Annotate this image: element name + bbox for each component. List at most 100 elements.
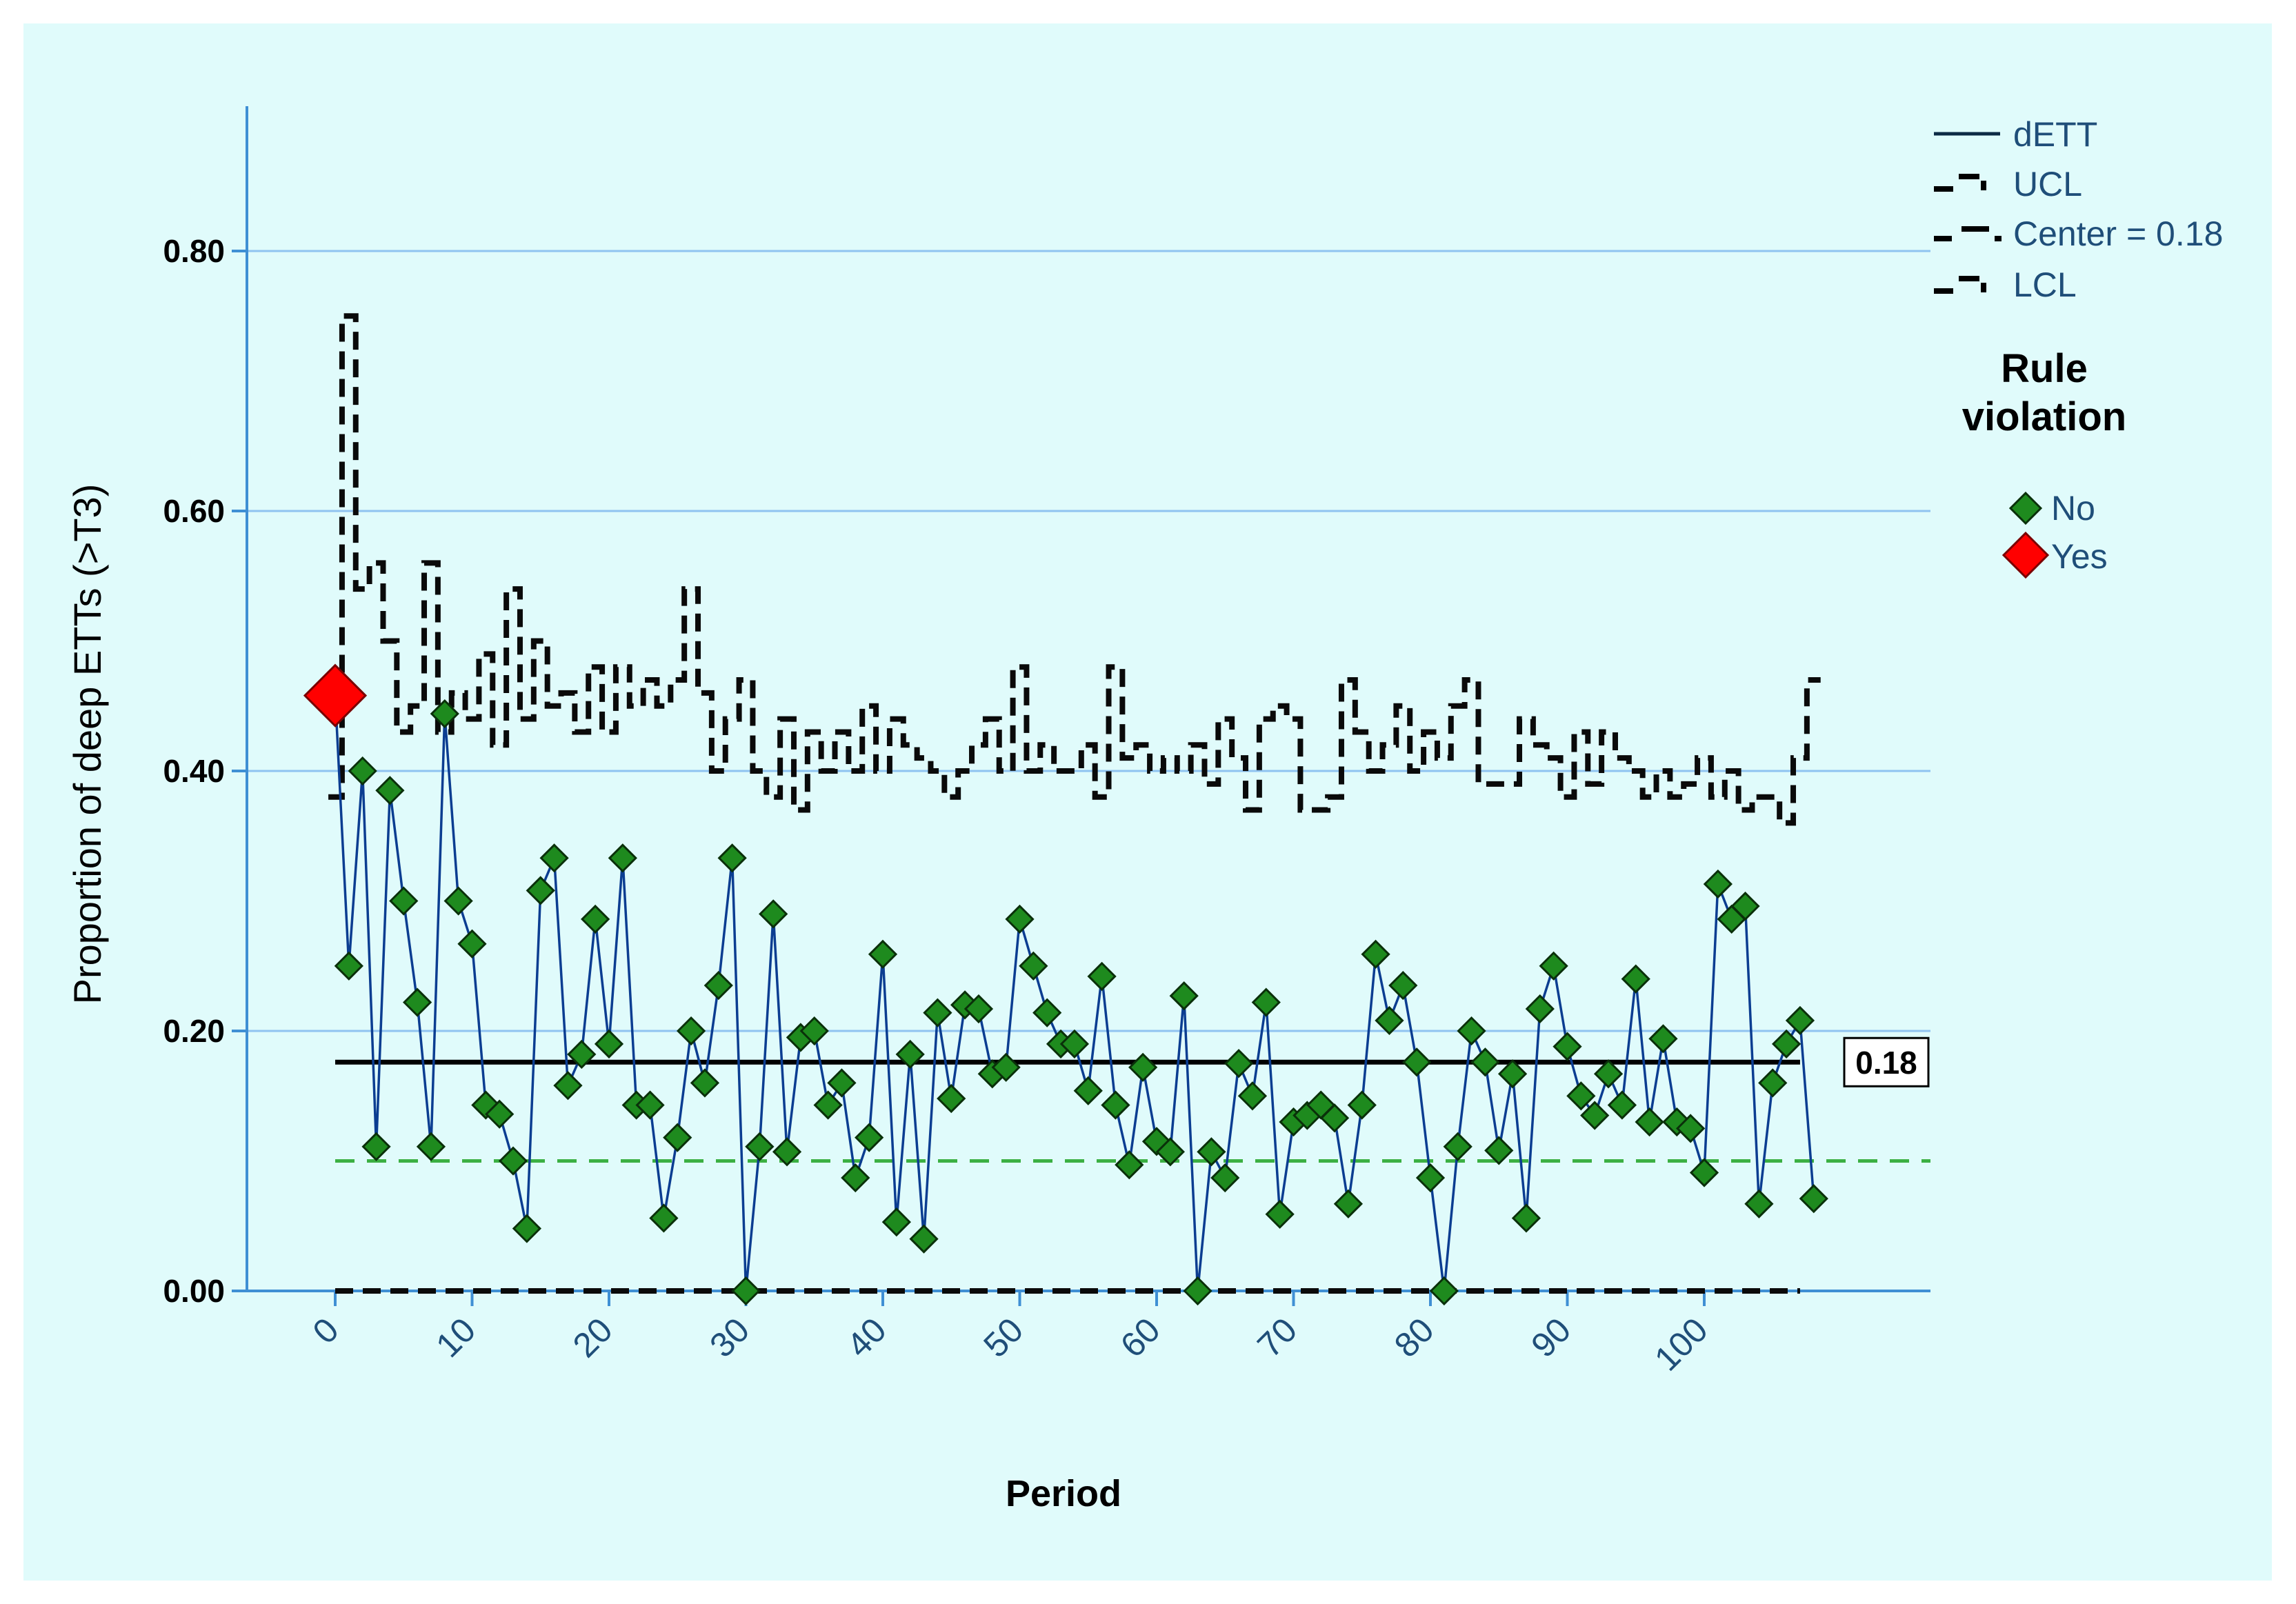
data-point-100 [1689, 1158, 1719, 1187]
data-point-42 [895, 1039, 925, 1070]
data-point-50 [1005, 904, 1035, 934]
data-point-74 [1333, 1189, 1364, 1219]
data-point-47 [964, 994, 994, 1024]
data-point-32 [759, 899, 788, 929]
data-point-12 [485, 1099, 515, 1129]
legend-ucl-label: UCL [2013, 165, 2082, 203]
data-point-6 [402, 988, 432, 1017]
data-point-4 [375, 776, 405, 805]
data-point-61 [1155, 1137, 1185, 1167]
legend-rule-title-line1: Rule [2001, 346, 2088, 391]
data-point-23 [635, 1090, 665, 1120]
data-point-21 [608, 843, 637, 873]
data-point-103 [1730, 891, 1760, 921]
x-tick-label-6: 60 [1113, 1310, 1168, 1365]
data-point-39 [855, 1123, 884, 1152]
data-point-16 [539, 843, 569, 873]
x-tick-labels: 0 10 20 30 40 50 60 70 80 90 100 [306, 1291, 1715, 1379]
ucl-line [328, 313, 1821, 826]
data-point-90 [1553, 1032, 1582, 1061]
data-point-87 [1511, 1203, 1541, 1233]
center-value-box [1843, 1036, 1930, 1087]
y-tick-label-3: 0.60 [163, 493, 225, 529]
legend-lcl-label: LCL [2013, 265, 2077, 304]
data-point-31 [745, 1132, 775, 1161]
data-point-43 [909, 1224, 939, 1254]
data-point-44 [923, 998, 952, 1027]
data-point-86 [1497, 1059, 1528, 1089]
y-tick-label-1: 0.20 [163, 1013, 225, 1049]
data-point-78 [1388, 970, 1418, 1001]
data-point-108 [1799, 1184, 1828, 1214]
data-point-7 [416, 1132, 446, 1161]
data-point-69 [1265, 1199, 1295, 1229]
data-point-36 [813, 1090, 843, 1120]
data-point-107 [1785, 1005, 1815, 1036]
center-value-text: 0.18 [1855, 1045, 1917, 1081]
data-point-45 [937, 1083, 966, 1114]
data-point-18 [567, 1039, 597, 1070]
legend-yes-text: Yes [2051, 537, 2108, 576]
legend-lcl-swatch [1934, 276, 1986, 294]
x-tick-label-10: 100 [1647, 1310, 1715, 1379]
x-tick-label-5: 50 [976, 1310, 1030, 1365]
data-point-59 [1128, 1052, 1158, 1082]
data-point-105 [1758, 1068, 1788, 1098]
data-point-81 [1429, 1276, 1459, 1306]
data-point-35 [799, 1016, 829, 1046]
x-axis-title: Period [1006, 1473, 1121, 1514]
data-point-1 [334, 951, 363, 981]
data-point-13 [498, 1146, 528, 1176]
data-point-56 [1087, 961, 1117, 991]
marker-layer [303, 663, 1828, 1306]
x-tick-label-7: 70 [1250, 1310, 1304, 1365]
data-point-94 [1607, 1090, 1637, 1120]
data-point-63 [1183, 1276, 1212, 1306]
data-point-58 [1115, 1150, 1144, 1180]
data-point-106 [1771, 1029, 1801, 1059]
data-point-30 [731, 1276, 761, 1306]
data-point-99 [1676, 1114, 1706, 1143]
data-point-62 [1169, 981, 1199, 1011]
legend-yes-marker [2001, 531, 2050, 579]
data-point-65 [1210, 1163, 1240, 1193]
data-point-5 [389, 886, 419, 916]
data-point-52 [1032, 998, 1062, 1027]
data-point-80 [1415, 1163, 1446, 1193]
data-point-54 [1059, 1029, 1090, 1059]
gridlines [232, 250, 1930, 1292]
data-point-20 [594, 1029, 624, 1059]
data-point-101 [1703, 869, 1733, 899]
data-point-85 [1484, 1136, 1514, 1165]
data-point-15 [526, 876, 555, 905]
data-point-97 [1648, 1024, 1678, 1054]
legend: dETT UCL Center = 0.18 LCL Rule violatio… [1934, 115, 2223, 579]
data-point-82 [1443, 1132, 1473, 1161]
chart-frame: 0.00 0.20 0.40 0.60 0.80 0 10 20 30 40 50 60 70 80 90… [23, 23, 2272, 1581]
data-point-77 [1375, 1005, 1404, 1036]
data-point-89 [1539, 951, 1568, 981]
data-point-84 [1470, 1047, 1500, 1077]
data-point-66 [1224, 1049, 1254, 1079]
data-point-93 [1593, 1059, 1624, 1089]
data-point-2 [348, 756, 377, 786]
legend-rule-title-line2: violation [1962, 394, 2126, 439]
data-point-41 [881, 1207, 911, 1237]
data-point-27 [690, 1068, 720, 1098]
x-tick-label-0: 0 [306, 1310, 346, 1351]
data-point-88 [1525, 994, 1555, 1024]
data-point-24 [649, 1203, 679, 1233]
y-tick-label-2: 0.40 [163, 753, 225, 789]
x-tick-label-9: 90 [1524, 1310, 1578, 1365]
data-point-96 [1635, 1107, 1664, 1137]
data-point-26 [676, 1016, 706, 1046]
y-tick-label-4: 0.80 [163, 233, 225, 269]
data-point-75 [1347, 1090, 1377, 1120]
data-point-8 [430, 699, 459, 729]
legend-center-swatch [1934, 226, 2001, 241]
series-layer [328, 313, 1821, 1294]
data-point-38 [841, 1163, 870, 1193]
data-point-55 [1073, 1076, 1103, 1105]
x-tick-label-4: 40 [839, 1310, 894, 1365]
x-tick-label-2: 20 [566, 1310, 620, 1365]
